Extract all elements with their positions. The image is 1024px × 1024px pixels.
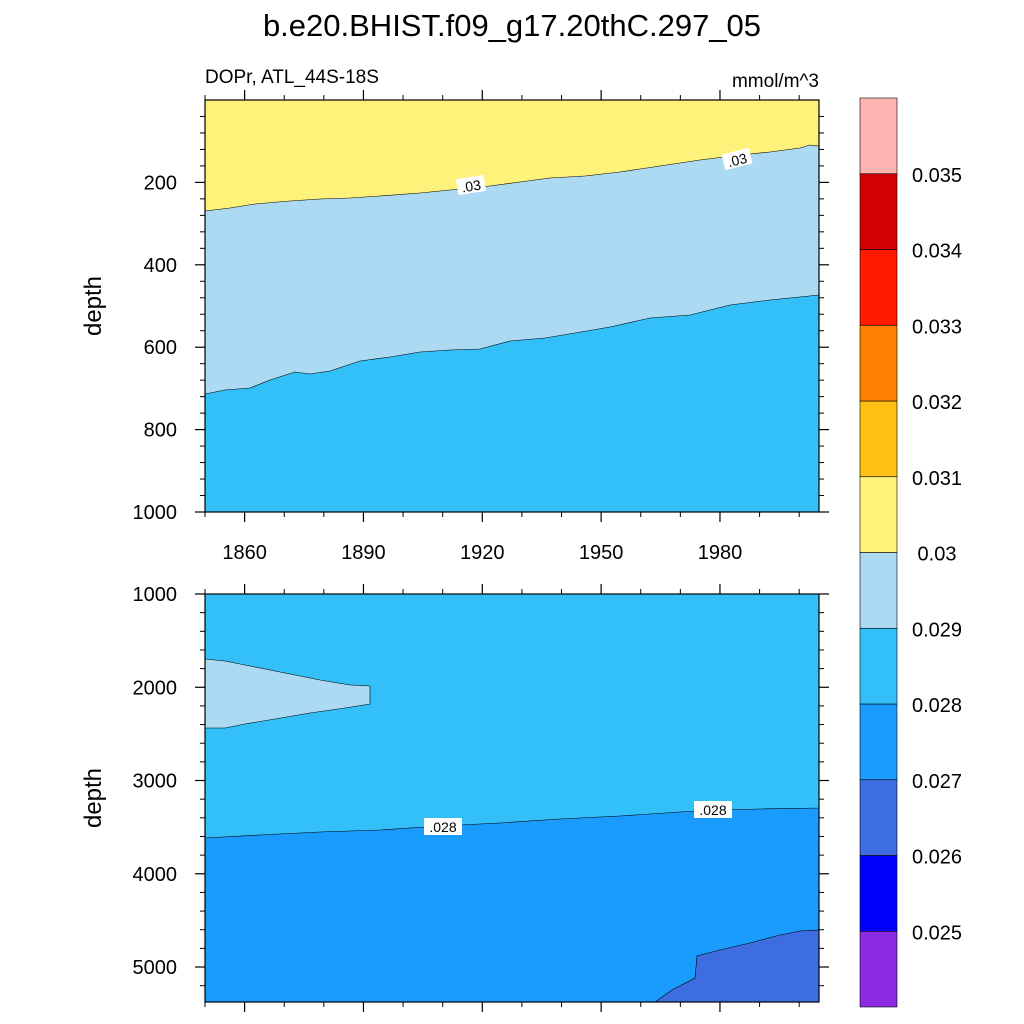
figure-title: b.e20.BHIST.f09_g17.20thC.297_05 xyxy=(263,8,761,43)
x-tick-label: 1920 xyxy=(460,542,505,564)
lower-contour-label-2: .028 xyxy=(699,802,726,818)
upper-axes: 1860 1890 1920 1950 1980 200 400 600 800 1000 xyxy=(133,90,829,564)
x-tick-label: 1950 xyxy=(579,542,624,564)
y-tick-label: 2000 xyxy=(133,677,178,699)
colorbar-box xyxy=(859,930,898,1008)
upper-panel: .03 .03 1860 1890 1920 1950 1980 200 400 600 800… xyxy=(80,90,829,564)
colorbar-label: 0.032 xyxy=(912,392,962,414)
colorbar-label: 0.029 xyxy=(912,619,962,641)
colorbar-box xyxy=(859,173,898,250)
colorbar-box xyxy=(859,855,898,932)
y-tick-label: 5000 xyxy=(133,957,178,979)
lower-plot-frame xyxy=(204,593,820,1003)
colorbar-box xyxy=(859,552,898,629)
colorbar-label: 0.033 xyxy=(912,316,962,338)
y-tick-label: 1000 xyxy=(133,584,178,606)
colorbar-label: 0.035 xyxy=(912,165,962,187)
y-tick-label: 800 xyxy=(144,420,177,442)
colorbar-label: 0.03 xyxy=(918,544,957,566)
colorbar-box xyxy=(859,703,898,781)
colorbar-label: 0.027 xyxy=(912,771,962,793)
upper-contour-label-box-1 xyxy=(455,174,487,196)
upper-contour-label-box-2 xyxy=(721,147,753,171)
colorbar-label: 0.026 xyxy=(912,847,962,869)
x-tick-label: 1890 xyxy=(341,542,386,564)
lower-panel: .028 .028 1000 2000 3000 4000 5000 depth xyxy=(80,584,829,1012)
x-tick-label: 1980 xyxy=(698,542,743,564)
upper-region-0-030 xyxy=(204,99,820,212)
y-tick-label: 1000 xyxy=(133,502,178,524)
x-tick-label: 1860 xyxy=(222,542,267,564)
colorbar-box xyxy=(859,249,898,326)
y-tick-label: 4000 xyxy=(133,864,178,886)
colorbar-box xyxy=(859,476,898,553)
lower-axes: 1000 2000 3000 4000 5000 xyxy=(133,584,829,1012)
lower-contour-label-box-2 xyxy=(694,801,732,818)
y-tick-label: 600 xyxy=(144,337,177,359)
units-label: mmol/m^3 xyxy=(732,71,819,92)
colorbar-box xyxy=(859,627,898,705)
colorbar-box xyxy=(859,779,898,856)
y-tick-label: 400 xyxy=(144,255,177,277)
colorbar: 0.025 0.026 0.027 0.028 0.029 0.03 0.031 0.032 0… xyxy=(859,97,962,1008)
colorbar-label: 0.034 xyxy=(912,241,962,263)
lower-region-0-029 xyxy=(204,658,371,729)
colorbar-label: 0.031 xyxy=(912,468,962,490)
colorbar-box xyxy=(859,400,898,478)
colorbar-box xyxy=(859,97,898,175)
y-tick-label: 200 xyxy=(144,172,177,194)
variable-label: DOPr, ATL_44S-18S xyxy=(205,67,379,88)
upper-y-axis-label: depth xyxy=(80,276,107,336)
colorbar-label: 0.025 xyxy=(912,922,962,944)
upper-plot-frame xyxy=(204,99,820,513)
colorbar-label: 0.028 xyxy=(912,695,962,717)
y-tick-label: 3000 xyxy=(133,771,178,793)
upper-contour-label-2: .03 xyxy=(726,150,749,170)
colorbar-box xyxy=(859,324,898,402)
lower-contour-label-1: .028 xyxy=(429,819,456,835)
upper-contour-label-1: .03 xyxy=(460,177,482,196)
lower-contour-label-box-1 xyxy=(424,818,462,835)
lower-y-axis-label: depth xyxy=(80,768,107,828)
